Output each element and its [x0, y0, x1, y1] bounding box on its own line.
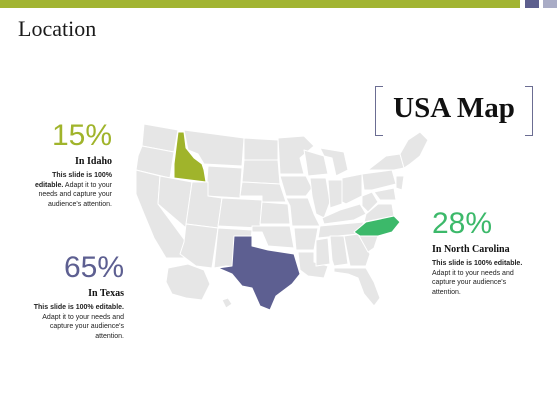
state-georgia	[343, 233, 371, 267]
state-arkansas	[293, 227, 319, 251]
state-arizona	[179, 223, 219, 269]
state-colorado	[217, 197, 263, 229]
stat-idaho-percent: 15%	[51, 119, 112, 152]
state-pennsylvania	[361, 169, 397, 191]
state-hawaii	[221, 297, 233, 309]
state-kansas	[259, 201, 291, 225]
stat-idaho-description: This slide is 100% editable. Adapt it to…	[34, 172, 112, 208]
top-accent-square-dark	[525, 0, 539, 8]
stat-texas: 65% In Texas This slide is 100% editable…	[30, 252, 124, 341]
stat-texas-name: In Texas	[88, 288, 124, 299]
state-florida	[333, 267, 381, 307]
top-accent-square-light	[543, 0, 557, 8]
stat-nc-percent: 28%	[432, 207, 493, 240]
left-bracket	[375, 86, 383, 136]
state-michigan	[319, 147, 349, 177]
state-alaska	[165, 263, 211, 301]
stat-idaho-name: In Idaho	[75, 156, 112, 167]
stat-texas-percent: 65%	[63, 251, 124, 284]
state-wisconsin	[303, 149, 329, 177]
state-south-dakota	[241, 159, 281, 185]
page-title: Location	[18, 16, 97, 41]
state-alabama	[329, 235, 349, 267]
usa-map	[135, 123, 429, 311]
stat-idaho: 15% In Idaho This slide is 100% editable…	[28, 120, 112, 209]
state-new-england	[399, 131, 429, 169]
state-new-york	[367, 153, 405, 171]
state-texas	[217, 235, 301, 311]
state-ohio	[341, 173, 363, 205]
state-iowa	[279, 175, 313, 197]
state-maryland	[373, 187, 397, 201]
state-north-carolina	[353, 215, 401, 237]
state-wyoming	[205, 165, 243, 199]
stat-nc-description: This slide is 100% editable. Adapt it to…	[432, 260, 523, 296]
right-bracket	[525, 86, 533, 136]
state-minnesota	[277, 135, 315, 175]
map-title-box: USA Map	[375, 86, 533, 136]
state-indiana	[327, 179, 343, 209]
map-title: USA Map	[393, 92, 515, 124]
top-accent-bar	[0, 0, 520, 8]
state-west-virginia	[361, 191, 379, 213]
stat-texas-description: This slide is 100% editable. Adapt it to…	[33, 304, 124, 340]
state-north-dakota	[243, 137, 279, 161]
state-mississippi	[315, 237, 331, 267]
state-new-jersey	[395, 175, 405, 191]
state-louisiana	[297, 251, 329, 279]
state-idaho	[173, 131, 207, 183]
state-oklahoma	[251, 225, 295, 249]
stat-nc-name: In North Carolina	[432, 244, 510, 255]
stat-north-carolina: 28% In North Carolina This slide is 100%…	[432, 208, 532, 297]
